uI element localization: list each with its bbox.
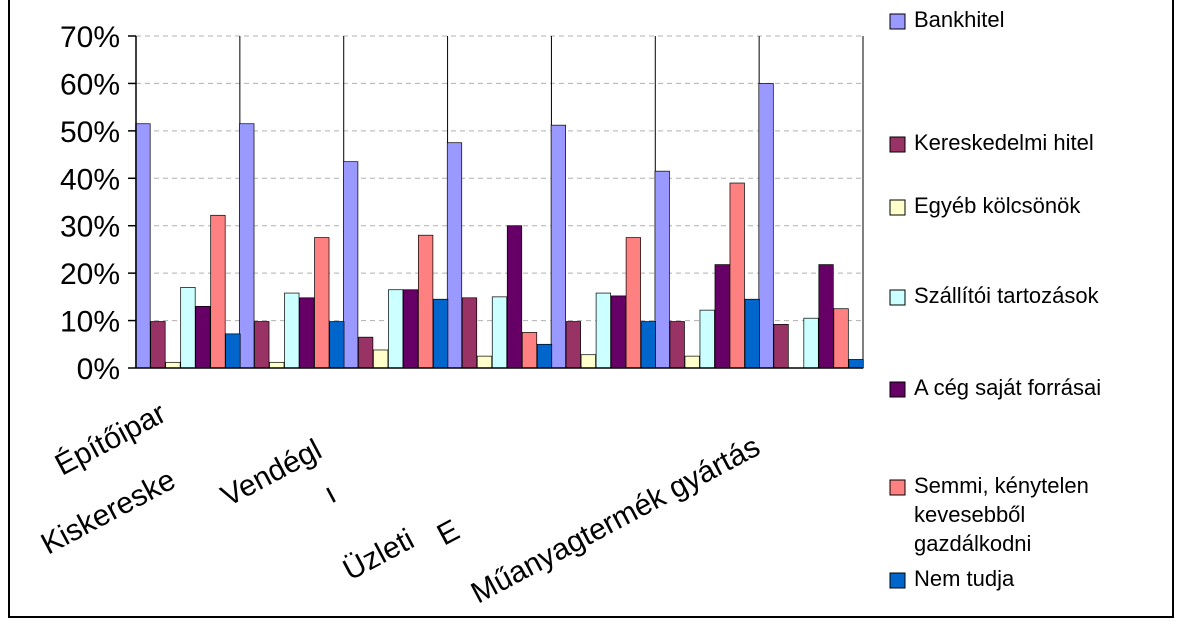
plot-area bbox=[135, 35, 864, 369]
bar bbox=[433, 298, 449, 369]
legend-label-line: gazdálkodni bbox=[914, 531, 1031, 556]
legend-label: Bankhitel bbox=[914, 7, 1005, 32]
legend-swatch bbox=[889, 479, 906, 496]
x-tick-label: ı bbox=[319, 477, 342, 510]
bar bbox=[833, 308, 849, 369]
y-tick-label: 0% bbox=[77, 353, 120, 386]
legend-label-line: kevesebből bbox=[914, 502, 1025, 527]
bar bbox=[536, 343, 553, 369]
bar bbox=[373, 349, 389, 369]
bar bbox=[254, 321, 270, 369]
bar bbox=[343, 161, 359, 369]
legend-label-line: Egyéb kölcsönök bbox=[914, 193, 1081, 218]
bar bbox=[165, 361, 181, 369]
bar bbox=[225, 333, 241, 369]
bar bbox=[610, 295, 626, 369]
x-tick-label: E bbox=[432, 514, 465, 553]
bar bbox=[565, 321, 581, 369]
bar bbox=[195, 305, 211, 369]
bar bbox=[521, 332, 538, 369]
bar bbox=[269, 361, 285, 369]
legend-label-line: Kereskedelmi hitel bbox=[914, 130, 1094, 155]
bar bbox=[803, 317, 819, 369]
legend-swatch bbox=[889, 13, 906, 30]
legend-label-line: Nem tudja bbox=[914, 566, 1015, 591]
bar bbox=[210, 214, 226, 369]
legend-swatch bbox=[889, 199, 906, 216]
bar bbox=[461, 297, 478, 369]
bar bbox=[744, 298, 760, 369]
x-tick-label: Kiskereske bbox=[36, 463, 181, 561]
bar bbox=[729, 182, 745, 369]
bar bbox=[418, 234, 434, 369]
legend: Bankhitel Kereskedelmi hitel Egyéb kölcsön… bbox=[889, 7, 1101, 591]
bar bbox=[388, 289, 404, 369]
legend-swatch bbox=[889, 136, 906, 153]
y-tick-label: 70% bbox=[60, 21, 120, 54]
bar bbox=[314, 237, 330, 369]
bar bbox=[640, 321, 656, 369]
bar bbox=[669, 321, 685, 369]
legend-label: Szállítói tartozások bbox=[914, 283, 1100, 308]
bar bbox=[654, 170, 670, 369]
legend-swatch bbox=[889, 572, 906, 589]
bar bbox=[299, 297, 315, 369]
y-tick-label: 30% bbox=[60, 211, 120, 244]
legend-label: Egyéb kölcsönök bbox=[914, 193, 1081, 218]
bar bbox=[491, 296, 508, 369]
legend-label-line: Szállítói tartozások bbox=[914, 283, 1100, 308]
y-tick-label: 20% bbox=[60, 258, 120, 291]
bar bbox=[403, 289, 419, 369]
legend-label-line: A cég saját forrásai bbox=[914, 375, 1101, 400]
legend-label: A cég saját forrásai bbox=[914, 375, 1101, 400]
bar bbox=[758, 83, 774, 369]
x-tick-label: Műanyagtermék gyártás bbox=[466, 430, 766, 610]
legend-label: Semmi, kénytelen kevesebből gazdálkodni bbox=[914, 473, 1089, 556]
bar bbox=[284, 292, 300, 369]
legend-swatch bbox=[889, 381, 906, 398]
bar bbox=[580, 354, 596, 369]
y-tick-label: 50% bbox=[60, 116, 120, 149]
bar bbox=[699, 309, 715, 369]
bar bbox=[239, 123, 255, 369]
bar bbox=[848, 359, 864, 369]
bar bbox=[329, 321, 345, 369]
y-tick-label: 10% bbox=[60, 306, 120, 339]
bar bbox=[150, 321, 166, 369]
bar bbox=[476, 355, 493, 369]
legend-label-line: Bankhitel bbox=[914, 7, 1005, 32]
bar bbox=[550, 124, 566, 369]
x-tick-label: Üzleti bbox=[338, 523, 420, 587]
bar bbox=[506, 225, 523, 369]
y-tick-label: 40% bbox=[60, 163, 120, 196]
bar bbox=[446, 142, 463, 369]
y-tick-label: 60% bbox=[60, 68, 120, 101]
bar bbox=[135, 123, 151, 369]
bar bbox=[358, 336, 374, 369]
bar bbox=[818, 264, 834, 369]
legend-label: Kereskedelmi hitel bbox=[914, 130, 1094, 155]
y-axis: 0% 10% 20% 30% 40% 50% 60% 70% bbox=[60, 21, 137, 386]
bar bbox=[714, 264, 730, 369]
x-tick-label: Vendégl bbox=[216, 433, 327, 513]
bar bbox=[625, 237, 641, 369]
bar bbox=[773, 324, 789, 369]
bar bbox=[180, 287, 196, 369]
legend-label-line: Semmi, kénytelen bbox=[914, 473, 1089, 498]
bar bbox=[595, 292, 611, 369]
chart-frame bbox=[8, 0, 1174, 618]
legend-swatch bbox=[889, 289, 906, 306]
legend-label: Nem tudja bbox=[914, 566, 1015, 591]
bar bbox=[684, 355, 700, 369]
